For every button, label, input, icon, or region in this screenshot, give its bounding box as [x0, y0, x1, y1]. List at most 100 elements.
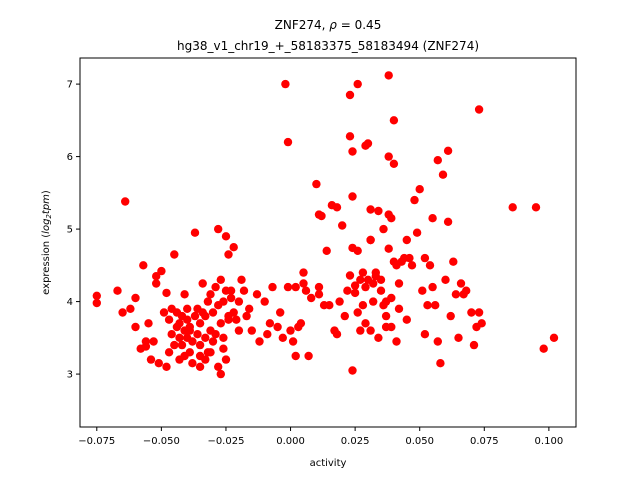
data-point: [281, 79, 290, 89]
x-tick-label: 0.075: [470, 436, 499, 447]
data-point: [405, 253, 414, 263]
data-point: [332, 203, 342, 212]
data-point: [170, 250, 179, 259]
data-point: [229, 243, 238, 252]
data-point: [203, 297, 213, 306]
plot-area: [79, 57, 577, 428]
data-point: [232, 315, 241, 324]
data-point: [348, 192, 357, 201]
data-point: [146, 355, 156, 364]
data-point: [361, 282, 370, 292]
data-point: [164, 315, 174, 324]
data-point: [394, 304, 404, 313]
data-point: [185, 348, 194, 357]
data-point: [415, 185, 424, 194]
data-point: [237, 275, 246, 284]
data-point: [195, 362, 205, 371]
chart-title-line1: ZNF274, ρ = 0.45: [275, 18, 382, 32]
data-point: [407, 261, 417, 270]
data-point: [234, 297, 244, 306]
data-point: [412, 228, 422, 237]
x-tick-label: −0.025: [207, 436, 244, 447]
data-point: [384, 71, 393, 80]
data-point: [436, 359, 445, 368]
x-tick-label: −0.075: [78, 436, 115, 447]
data-point: [387, 214, 396, 223]
data-point: [144, 319, 153, 328]
data-point: [121, 197, 130, 206]
data-point: [345, 90, 355, 100]
data-point: [229, 308, 238, 317]
data-point: [376, 275, 386, 284]
data-point: [369, 297, 378, 306]
data-point: [219, 297, 228, 306]
data-point: [219, 344, 228, 353]
y-axis-label: expression (log2tpm): [41, 190, 53, 295]
data-point: [307, 293, 316, 303]
data-point: [167, 330, 176, 339]
data-point: [255, 337, 264, 346]
data-point: [195, 319, 205, 328]
data-point: [159, 308, 169, 317]
data-point: [410, 195, 419, 205]
data-point: [113, 286, 122, 295]
data-point: [175, 319, 184, 328]
data-point: [371, 268, 380, 277]
data-point: [183, 315, 192, 324]
data-point: [92, 291, 102, 300]
data-point: [508, 203, 517, 212]
data-point: [376, 286, 386, 295]
data-point: [126, 304, 135, 313]
data-point: [353, 79, 362, 89]
x-tick-label: 0.100: [535, 436, 564, 447]
data-point: [314, 210, 324, 219]
data-point: [216, 319, 225, 328]
data-point: [286, 326, 295, 335]
x-tick-label: 0.000: [276, 436, 305, 447]
data-point: [366, 205, 375, 214]
data-point: [418, 286, 427, 295]
data-point: [420, 253, 430, 263]
data-point: [549, 333, 559, 342]
data-point: [469, 340, 479, 350]
data-point: [474, 105, 484, 114]
data-point: [389, 116, 399, 125]
data-point: [314, 290, 324, 299]
data-point: [356, 275, 365, 284]
data-point: [358, 268, 368, 277]
data-point: [348, 366, 357, 375]
data-point: [467, 308, 476, 317]
data-point: [201, 333, 210, 342]
data-point: [366, 326, 375, 335]
data-point: [394, 279, 404, 288]
x-tick-label: −0.050: [143, 436, 180, 447]
data-point: [193, 330, 202, 339]
data-point: [441, 275, 450, 284]
data-point: [345, 132, 355, 141]
data-point: [314, 282, 324, 292]
data-point: [188, 359, 197, 368]
data-point: [278, 333, 287, 342]
data-point: [451, 290, 461, 299]
data-point: [288, 337, 298, 346]
data-point: [252, 290, 262, 299]
x-axis-label: activity: [310, 458, 347, 469]
data-point: [162, 362, 171, 371]
data-point: [462, 286, 471, 295]
data-point: [216, 369, 225, 379]
data-point: [180, 290, 189, 299]
x-tick-label: 0.050: [405, 436, 434, 447]
data-point: [177, 340, 187, 350]
data-point: [325, 301, 334, 310]
data-point: [268, 282, 277, 292]
data-point: [131, 293, 140, 303]
data-point: [260, 297, 269, 306]
data-point: [446, 311, 455, 321]
data-point: [157, 266, 166, 276]
data-point: [374, 206, 383, 216]
data-point: [162, 288, 171, 298]
data-point: [348, 147, 357, 156]
x-axis-ticks: −0.075 −0.050 −0.025 0.000 0.025 0.050 0.075 0.…: [78, 427, 563, 447]
data-point: [433, 337, 442, 346]
